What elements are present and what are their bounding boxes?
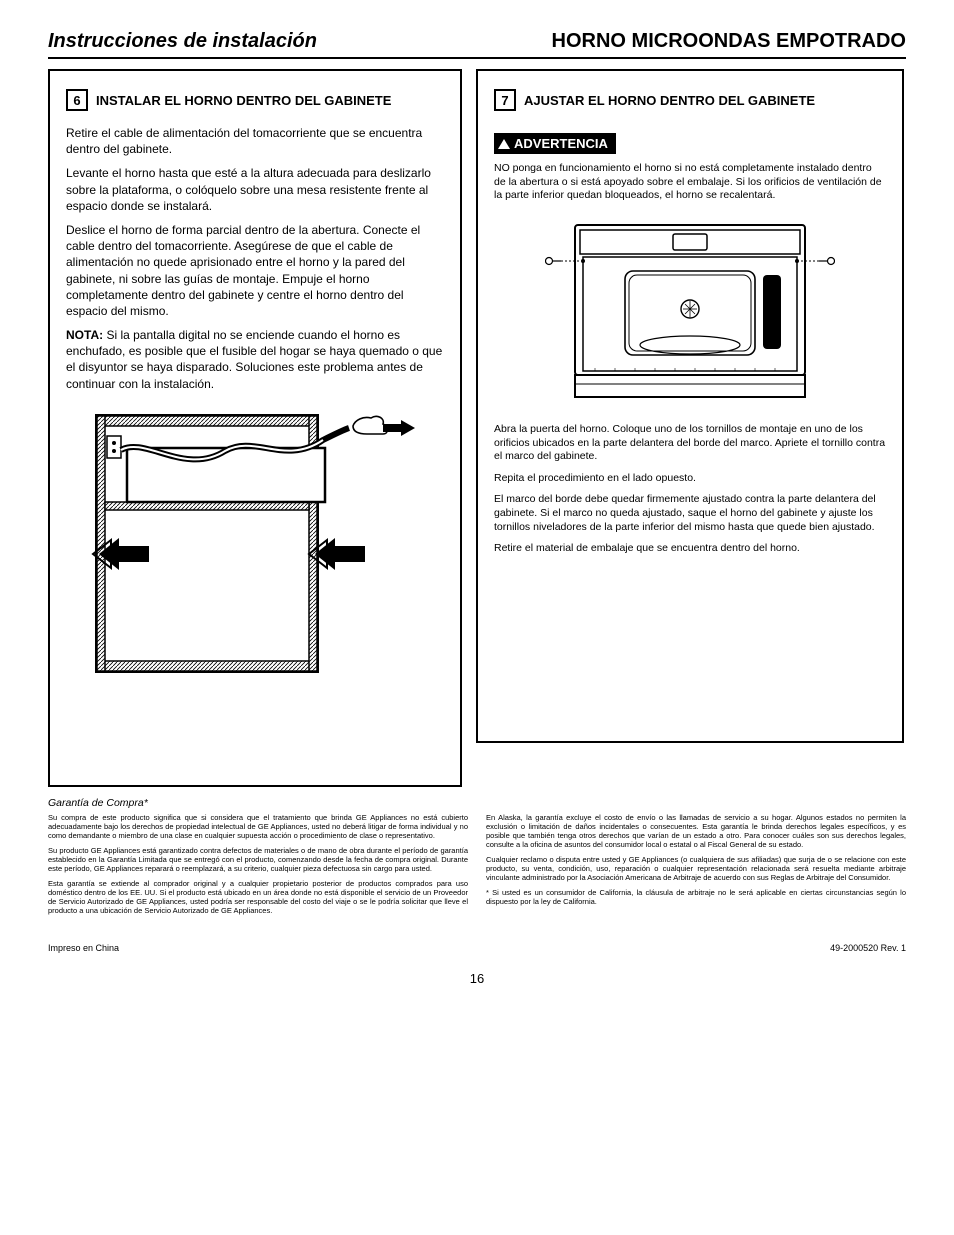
- step6-note: NOTA: NOTA: Si la pantalla digital no se…: [66, 327, 444, 392]
- content-columns: 6 INSTALAR EL HORNO DENTRO DEL GABINETE …: [48, 69, 906, 787]
- step-title: AJUSTAR EL HORNO DENTRO DEL GABINETE: [524, 93, 815, 108]
- terms-para: * Si usted es un consumidor de Californi…: [486, 888, 906, 906]
- step-number-box: 6: [66, 89, 88, 111]
- step-title: INSTALAR EL HORNO DENTRO DEL GABINETE: [96, 93, 391, 108]
- terms-body: Su compra de este producto significa que…: [48, 813, 906, 917]
- step-head-6: 6 INSTALAR EL HORNO DENTRO DEL GABINETE: [66, 89, 444, 111]
- warning-text: NO ponga en funcionamiento el horno si n…: [494, 162, 886, 203]
- warning-label: ADVERTENCIA: [514, 136, 608, 151]
- step6-para-2: Levante el horno hasta que esté a la alt…: [66, 165, 444, 214]
- figure-cabinet-side: [66, 406, 444, 686]
- terms-para: Su producto GE Appliances está garantiza…: [48, 846, 468, 873]
- footer-right: 49-2000520 Rev. 1: [830, 943, 906, 953]
- step7-instr-4: Retire el material de embalaje que se en…: [494, 542, 886, 556]
- figure-oven-front: [494, 217, 886, 407]
- step-number-box: 7: [494, 89, 516, 111]
- step-head-7: 7 AJUSTAR EL HORNO DENTRO DEL GABINETE: [494, 89, 886, 111]
- page: Instrucciones de instalación HORNO MICRO…: [0, 0, 954, 1026]
- terms-title: Garantía de Compra*: [48, 797, 906, 809]
- terms-para: En Alaska, la garantía excluye el costo …: [486, 813, 906, 849]
- header-left: Instrucciones de instalación: [48, 30, 317, 53]
- step7-instr-2: Repita el procedimiento en el lado opues…: [494, 472, 886, 486]
- terms-para: Su compra de este producto significa que…: [48, 813, 468, 840]
- warning-triangle-icon: [498, 139, 510, 149]
- step6-para-3: Deslice el horno de forma parcial dentro…: [66, 222, 444, 319]
- header-right: HORNO MICROONDAS EMPOTRADO: [552, 30, 906, 53]
- footer-left: Impreso en China: [48, 943, 119, 953]
- step7-instr-1: Abra la puerta del horno. Coloque uno de…: [494, 423, 886, 464]
- panel-step-6: 6 INSTALAR EL HORNO DENTRO DEL GABINETE …: [48, 69, 462, 787]
- step6-para-1: Retire el cable de alimentación del toma…: [66, 125, 444, 157]
- page-header: Instrucciones de instalación HORNO MICRO…: [48, 30, 906, 59]
- terms-para: Cualquier reclamo o disputa entre usted …: [486, 855, 906, 882]
- terms-para: Esta garantía se extiende al comprador o…: [48, 879, 468, 915]
- warning-badge: ADVERTENCIA: [494, 133, 616, 154]
- panel-step-7: 7 AJUSTAR EL HORNO DENTRO DEL GABINETE A…: [476, 69, 904, 743]
- page-footer: Impreso en China 49-2000520 Rev. 1: [48, 943, 906, 953]
- step7-instr-3: El marco del borde debe quedar firmement…: [494, 493, 886, 534]
- page-number: 16: [48, 971, 906, 986]
